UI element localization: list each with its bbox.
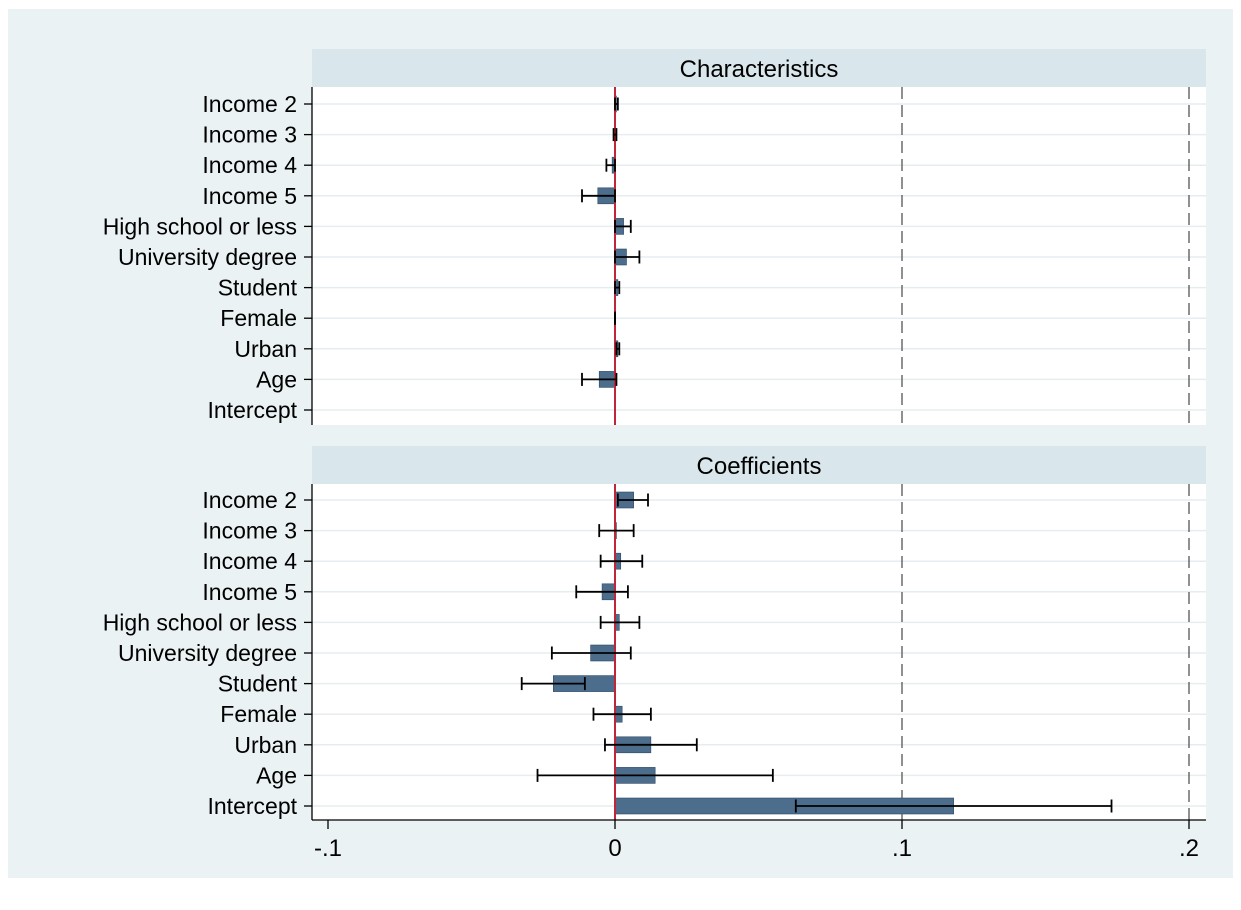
panel-1-strip — [312, 49, 1206, 87]
panel-2-strip — [312, 446, 1206, 484]
x-tick-label: .1 — [892, 835, 912, 862]
x-tick-label: .2 — [1179, 835, 1199, 862]
x-tick-label: -.1 — [314, 835, 342, 862]
panel-1-title: Characteristics — [680, 56, 839, 83]
panel-1-y-tick-label: Female — [220, 305, 297, 331]
panel-1-y-tick-label: Urban — [234, 336, 297, 362]
panel-2-y-tick-label: Female — [220, 701, 297, 727]
panel-2-y-tick-label: University degree — [118, 640, 297, 666]
panel-2-y-tick-label: Student — [218, 671, 298, 697]
panel-2-y-tick-label: Income 5 — [202, 579, 297, 605]
panel-2-y-tick-label: Income 4 — [202, 548, 297, 574]
panel-2-y-tick-label: Income 3 — [202, 518, 297, 544]
x-tick-label: 0 — [608, 835, 621, 862]
panel-1-y-tick-label: University degree — [118, 244, 297, 270]
panel-1-y-tick-label: Income 4 — [202, 152, 297, 178]
panel-2-y-tick-label: Urban — [234, 732, 297, 758]
panel-2-y-tick-label: Intercept — [208, 793, 298, 819]
panel-1-y-tick-label: Student — [218, 275, 298, 301]
panel-2-y-tick-label: High school or less — [103, 609, 297, 635]
panel-1-y-tick-label: Income 2 — [202, 91, 297, 117]
panel-2-y-tick-label: Age — [256, 762, 297, 788]
panel-1-y-tick-label: Intercept — [208, 397, 298, 423]
panel-1-y-tick-label: Age — [256, 366, 297, 392]
panel-2-plot-area — [312, 484, 1206, 820]
panel-1-plot-area — [312, 87, 1206, 425]
panel-2-title: Coefficients — [697, 453, 822, 480]
panel-2-y-tick-label: Income 2 — [202, 487, 297, 513]
panel-1-y-tick-label: Income 3 — [202, 122, 297, 148]
panel-1-y-tick-label: High school or less — [103, 213, 297, 239]
panel-1-y-tick-label: Income 5 — [202, 183, 297, 209]
